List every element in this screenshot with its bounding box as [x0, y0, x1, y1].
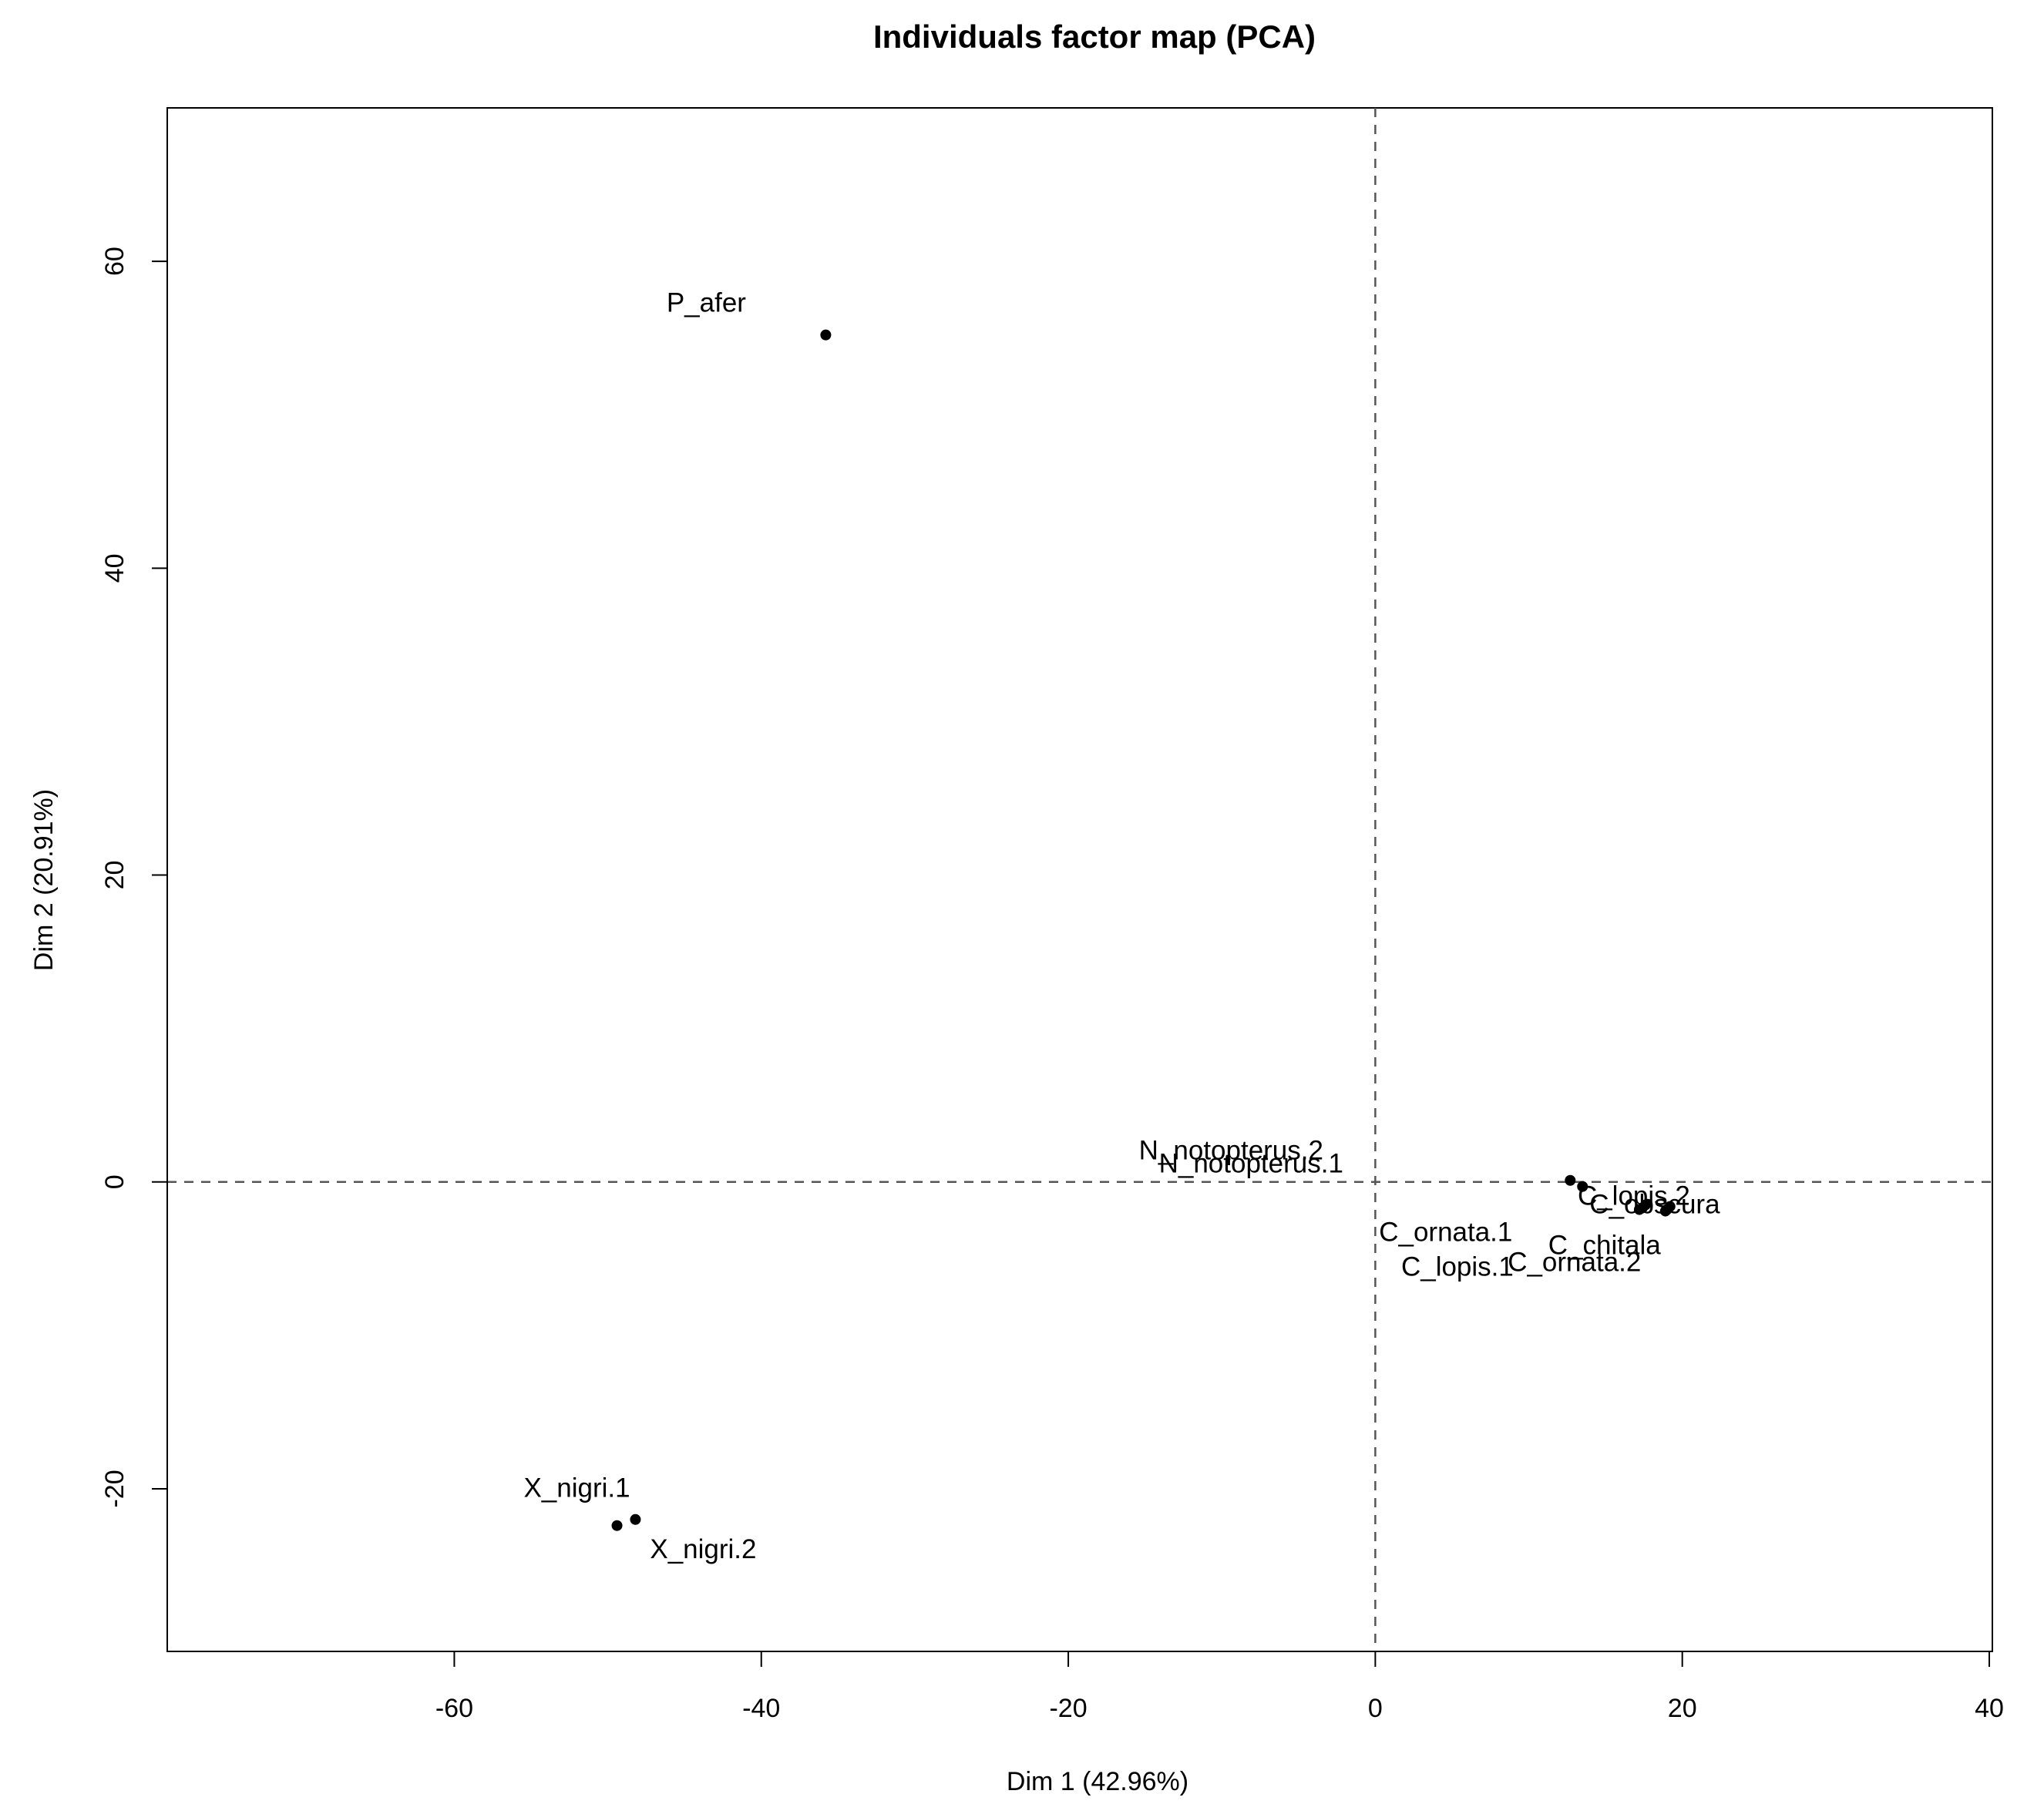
point-label: C_obscura — [1589, 1190, 1720, 1220]
y-tick-label: 40 — [100, 553, 129, 583]
point-label: C_ornata.2 — [1508, 1248, 1641, 1278]
x-tick-label: -40 — [742, 1694, 780, 1723]
x-tick-label: 20 — [1668, 1694, 1697, 1723]
x-axis-label: Dim 1 (42.96%) — [1007, 1767, 1188, 1796]
data-points: P_afer X_nigri.1 X_nigri.2 N_notopterus.2N_… — [523, 288, 1720, 1564]
y-tick-label: 20 — [100, 861, 129, 890]
x-axis-ticks: -60 -40 -20 0 20 40 — [435, 1651, 2004, 1723]
data-point — [630, 1513, 641, 1525]
point-label: C_chitala — [1548, 1231, 1661, 1261]
point-label: P_afer — [667, 288, 746, 318]
data-point — [820, 329, 832, 341]
data-point — [1661, 1204, 1673, 1215]
x-tick-label: -20 — [1049, 1694, 1087, 1723]
y-axis-ticks: -20 0 20 40 60 — [100, 247, 168, 1508]
plot-frame — [166, 107, 1993, 1652]
y-tick-label: 60 — [100, 247, 129, 276]
point-label: X_nigri.1 — [523, 1473, 630, 1503]
y-tick-label: 0 — [100, 1174, 129, 1189]
data-point — [611, 1520, 623, 1531]
data-point — [1565, 1174, 1576, 1186]
point-label: N_notopterus.1 — [1159, 1149, 1343, 1179]
x-tick-label: -60 — [435, 1694, 473, 1723]
y-axis-label: Dim 2 (20.91%) — [29, 789, 59, 971]
point-label: C_lopis.1 — [1401, 1252, 1514, 1282]
x-tick-label: 0 — [1368, 1694, 1383, 1723]
chart-title: Individuals factor map (PCA) — [873, 18, 1316, 55]
y-tick-label: -20 — [100, 1470, 129, 1507]
point-label: C_ornata.1 — [1379, 1218, 1512, 1248]
x-tick-label: 40 — [1975, 1694, 2004, 1723]
point-label: N_notopterus.2 — [1139, 1136, 1323, 1166]
data-point — [1577, 1181, 1588, 1192]
point-label: X_nigri.2 — [650, 1534, 756, 1564]
data-point — [1636, 1202, 1648, 1214]
